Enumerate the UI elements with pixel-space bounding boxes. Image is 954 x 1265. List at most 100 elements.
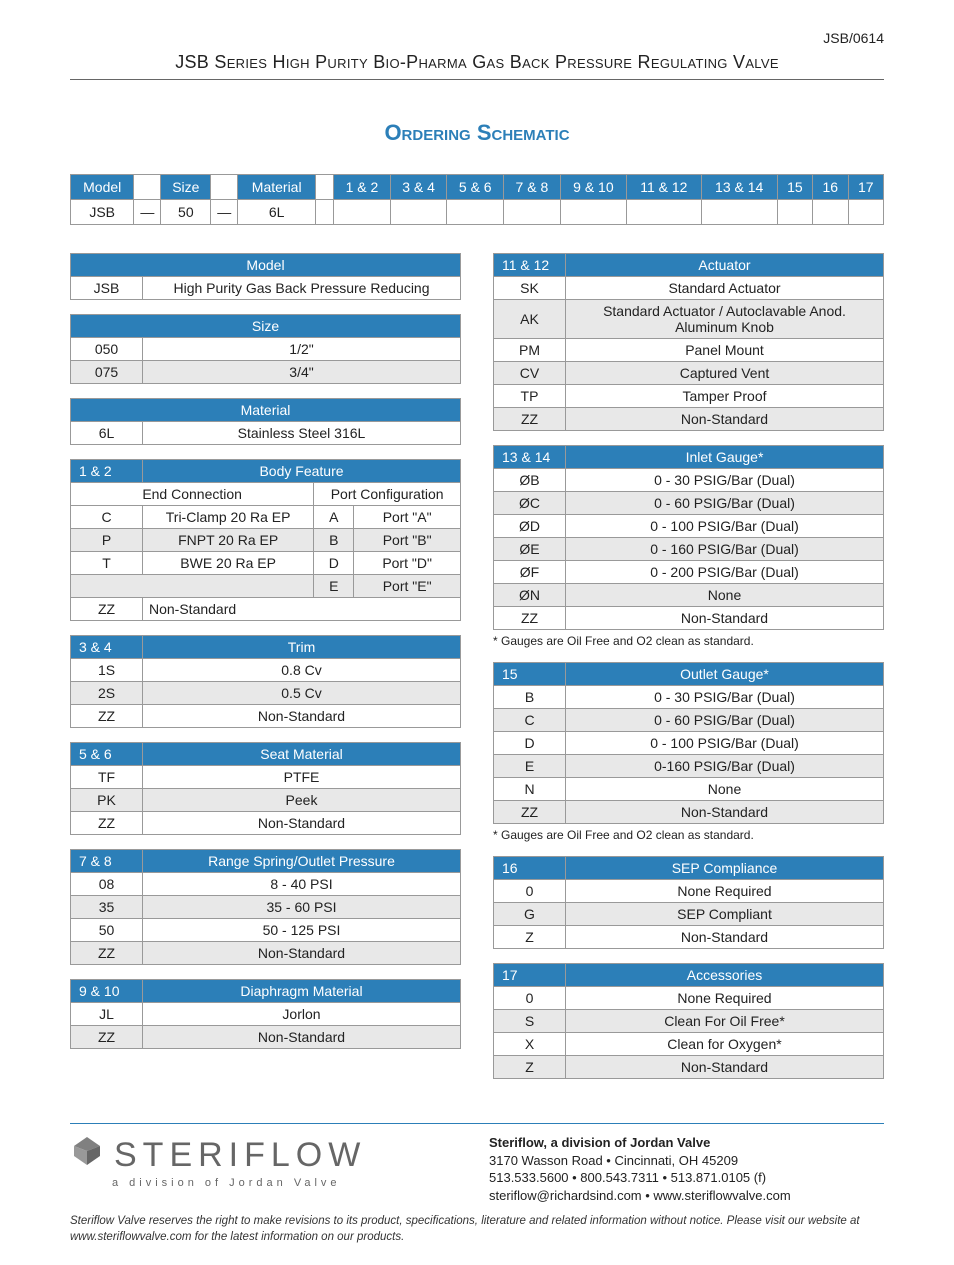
left-column: ModelJSBHigh Purity Gas Back Pressure Re…: [70, 253, 461, 1093]
value-cell: 3/4": [143, 361, 461, 384]
table-pos: 9 & 10: [71, 980, 143, 1003]
code-cell: ZZ: [71, 598, 143, 621]
value-cell: Non-Standard: [566, 1056, 884, 1079]
schematic-header-cell: 3 & 4: [390, 175, 447, 200]
code-cell: ZZ: [71, 705, 143, 728]
table-model: ModelJSBHigh Purity Gas Back Pressure Re…: [70, 253, 461, 300]
value-cell: Non-Standard: [143, 705, 461, 728]
schematic-value-cell: [316, 200, 334, 225]
table-inlet: 13 & 14Inlet Gauge*ØB0 - 30 PSIG/Bar (Du…: [493, 445, 884, 630]
table-title: Seat Material: [143, 743, 461, 766]
table-title: Material: [71, 399, 461, 422]
value-cell: Clean for Oxygen*: [566, 1033, 884, 1056]
code-cell: 35: [71, 896, 143, 919]
outlet-note: * Gauges are Oil Free and O2 clean as st…: [493, 828, 884, 842]
code-cell: ZZ: [71, 812, 143, 835]
value-cell: Clean For Oil Free*: [566, 1010, 884, 1033]
code-cell: T: [71, 552, 143, 575]
value-cell: Stainless Steel 316L: [143, 422, 461, 445]
table-diaphragm: 9 & 10Diaphragm MaterialJLJorlonZZNon-St…: [70, 979, 461, 1049]
schematic-value-cell: 50: [161, 200, 211, 225]
value-cell: Non-Standard: [143, 1026, 461, 1049]
logo: STERIFLOW a division of Jordan Valve: [70, 1134, 465, 1189]
code-cell: ØE: [494, 538, 566, 561]
code-cell: N: [494, 778, 566, 801]
table-pos: 1 & 2: [71, 460, 143, 483]
schematic-header-cell: 7 & 8: [504, 175, 561, 200]
schematic-value-cell: [560, 200, 626, 225]
code-cell: TF: [71, 766, 143, 789]
code-cell: B: [494, 686, 566, 709]
code-cell: TP: [494, 385, 566, 408]
code-cell: C: [494, 709, 566, 732]
code-cell: E: [314, 575, 354, 598]
code-cell: 0: [494, 880, 566, 903]
code-cell: A: [314, 506, 354, 529]
table-pos: 5 & 6: [71, 743, 143, 766]
schematic-value-cell: [504, 200, 561, 225]
table-trim: 3 & 4Trim1S0.8 Cv2S0.5 CvZZNon-Standard: [70, 635, 461, 728]
code-cell: 0: [494, 987, 566, 1010]
value-cell: Non-Standard: [566, 607, 884, 630]
value-cell: Jorlon: [143, 1003, 461, 1026]
table-title: Trim: [143, 636, 461, 659]
schematic-header-cell: Material: [238, 175, 316, 200]
value-cell: 0 - 30 PSIG/Bar (Dual): [566, 686, 884, 709]
schematic-value-cell: [813, 200, 848, 225]
code-cell: ZZ: [494, 801, 566, 824]
value-cell: Non-Standard: [566, 408, 884, 431]
value-cell: Non-Standard: [566, 801, 884, 824]
value-cell: 0 - 200 PSIG/Bar (Dual): [566, 561, 884, 584]
value-cell: Captured Vent: [566, 362, 884, 385]
schematic-header-cell: 16: [813, 175, 848, 200]
value-cell: 0-160 PSIG/Bar (Dual): [566, 755, 884, 778]
schematic-value-cell: [848, 200, 884, 225]
value-cell: 0 - 30 PSIG/Bar (Dual): [566, 469, 884, 492]
code-cell: 50: [71, 919, 143, 942]
code-cell: D: [494, 732, 566, 755]
value-cell: Tri-Clamp 20 Ra EP: [143, 506, 314, 529]
table-material: Material6LStainless Steel 316L: [70, 398, 461, 445]
value-cell: Port "B": [354, 529, 461, 552]
table-seat: 5 & 6Seat MaterialTFPTFEPKPeekZZNon-Stan…: [70, 742, 461, 835]
schematic-value-cell: [701, 200, 777, 225]
value-cell: 50 - 125 PSI: [143, 919, 461, 942]
value-cell: Standard Actuator / Autoclavable Anod. A…: [566, 300, 884, 339]
value-cell: SEP Compliant: [566, 903, 884, 926]
value-cell: Peek: [143, 789, 461, 812]
schematic-value-cell: JSB: [71, 200, 134, 225]
schematic-header-cell: [316, 175, 334, 200]
table-accessories: 17Accessories0None RequiredSClean For Oi…: [493, 963, 884, 1079]
table-title: Actuator: [566, 254, 884, 277]
right-column: 11 & 12ActuatorSKStandard ActuatorAKStan…: [493, 253, 884, 1093]
schematic-value-cell: [447, 200, 504, 225]
value-cell: High Purity Gas Back Pressure Reducing: [143, 277, 461, 300]
code-cell: S: [494, 1010, 566, 1033]
value-cell: 0.8 Cv: [143, 659, 461, 682]
code-cell: 2S: [71, 682, 143, 705]
value-cell: None Required: [566, 987, 884, 1010]
code-cell: CV: [494, 362, 566, 385]
code-cell: P: [71, 529, 143, 552]
address-block: Steriflow, a division of Jordan Valve 31…: [489, 1134, 884, 1204]
table-title: Body Feature: [143, 460, 461, 483]
schematic-header-cell: 9 & 10: [560, 175, 626, 200]
emails: steriflow@richardsind.com • www.steriflo…: [489, 1187, 884, 1205]
code-cell: ØF: [494, 561, 566, 584]
code-cell: AK: [494, 300, 566, 339]
logo-sub: a division of Jordan Valve: [112, 1177, 465, 1189]
value-cell: 1/2": [143, 338, 461, 361]
value-cell: 0 - 60 PSIG/Bar (Dual): [566, 709, 884, 732]
code-cell: JL: [71, 1003, 143, 1026]
table-actuator: 11 & 12ActuatorSKStandard ActuatorAKStan…: [493, 253, 884, 431]
value-cell: Non-Standard: [143, 812, 461, 835]
schematic-value-cell: [334, 200, 391, 225]
code-cell: D: [314, 552, 354, 575]
value-cell: Non-Standard: [143, 598, 461, 621]
logo-text: STERIFLOW: [114, 1136, 366, 1175]
schematic-value-cell: [390, 200, 447, 225]
code-cell: C: [71, 506, 143, 529]
value-cell: Non-Standard: [566, 926, 884, 949]
value-cell: Port "D": [354, 552, 461, 575]
schematic-header-cell: Size: [161, 175, 211, 200]
